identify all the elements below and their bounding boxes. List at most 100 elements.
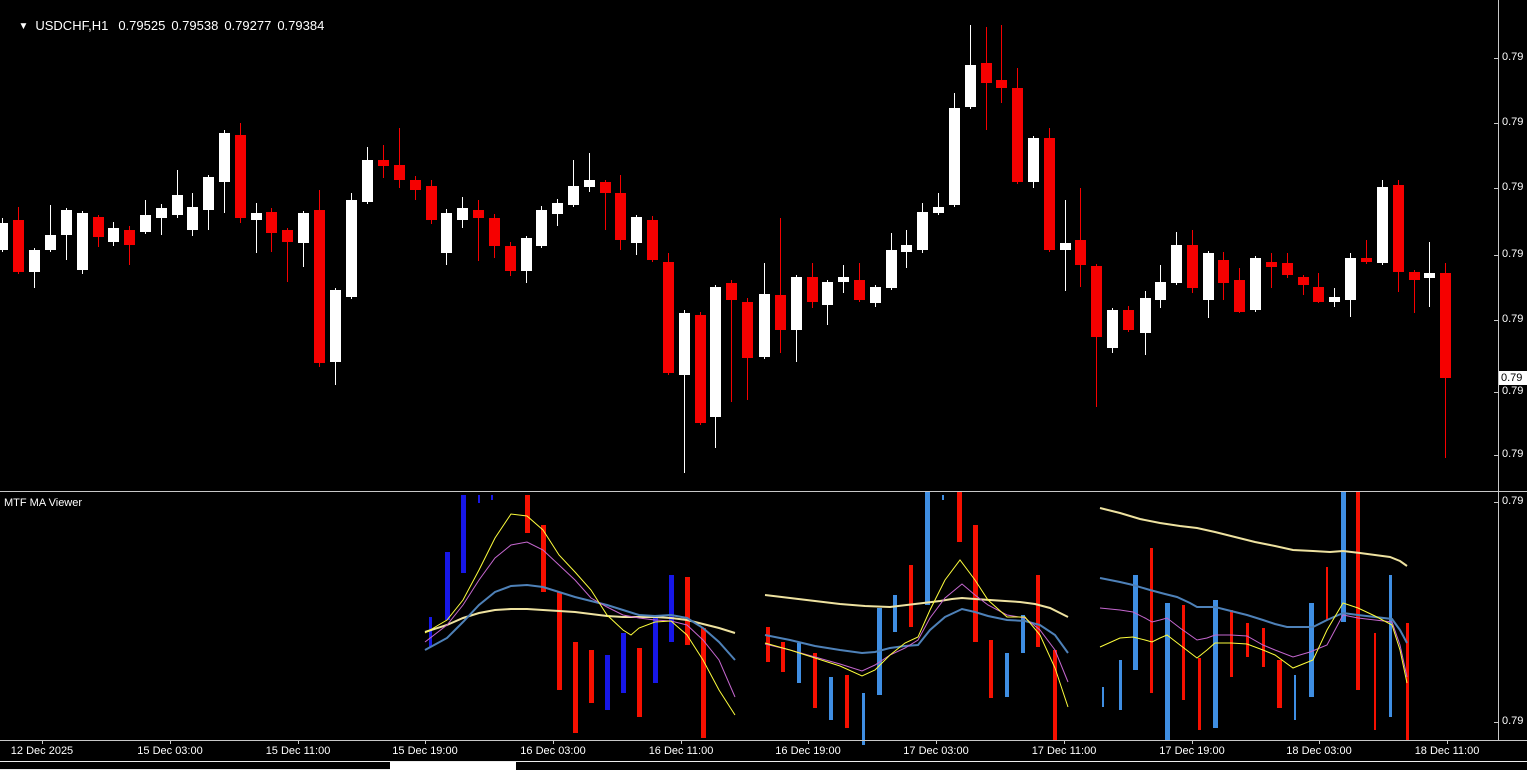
- candle-body: [1060, 243, 1071, 250]
- indicator-bar: [925, 492, 930, 605]
- candle-body: [457, 208, 468, 220]
- indicator-bar: [685, 577, 690, 645]
- price-axis-tick: [1494, 455, 1499, 456]
- candle-body: [1012, 88, 1023, 182]
- indicator-bar: [541, 525, 546, 592]
- time-axis-label: 18 Dec 11:00: [1414, 745, 1480, 757]
- time-axis-tick: [1064, 741, 1065, 744]
- indicator-price-tick: [1494, 722, 1499, 723]
- candle-body: [394, 165, 405, 180]
- candle-body: [807, 277, 818, 302]
- indicator-bar: [1102, 687, 1104, 707]
- price-axis-label: 0.79: [1502, 116, 1524, 128]
- candle-body: [441, 213, 452, 253]
- time-axis-label: 12 Dec 2025: [10, 745, 74, 757]
- indicator-bar: [525, 495, 530, 533]
- price-axis-tick: [1494, 320, 1499, 321]
- time-axis-tick: [808, 741, 809, 744]
- main-indicator-separator[interactable]: [0, 491, 1527, 492]
- candle-body: [901, 245, 912, 252]
- indicator-price-label: 0.79: [1502, 715, 1524, 727]
- indicator-bar: [1005, 653, 1009, 697]
- candle-body: [1298, 277, 1309, 285]
- indicator-bar: [1150, 548, 1153, 693]
- indicator-bar: [445, 552, 450, 620]
- indicator-bar: [701, 628, 706, 738]
- candle-body: [426, 186, 437, 220]
- indicator-bar: [845, 675, 849, 728]
- indicator-bar: [829, 677, 833, 720]
- indicator-price-tick: [1494, 502, 1499, 503]
- price-axis-tick: [1494, 392, 1499, 393]
- symbol-period-label: USDCHF,H1: [35, 18, 109, 33]
- candle-body: [108, 228, 119, 242]
- candle-body: [1107, 310, 1118, 348]
- price-axis-label: 0.79: [1502, 385, 1524, 397]
- indicator-bar: [478, 495, 480, 503]
- candle-body: [695, 315, 706, 423]
- time-axis-label: 15 Dec 19:00: [392, 745, 458, 757]
- indicator-bar: [862, 693, 865, 745]
- indicator-bar: [653, 618, 658, 683]
- candle-body: [1440, 273, 1451, 378]
- candle-body: [1155, 282, 1166, 300]
- candle-body: [1266, 262, 1277, 267]
- candle-body: [663, 262, 674, 373]
- price-axis-label: 0.79: [1502, 448, 1524, 460]
- indicator-bar: [1389, 575, 1392, 717]
- candle-body: [1250, 258, 1261, 310]
- indicator-bar: [1294, 675, 1296, 720]
- candle-body: [1282, 263, 1293, 275]
- candle-body: [140, 215, 151, 232]
- candle-body: [172, 195, 183, 215]
- symbol-dropdown-icon[interactable]: ▼: [18, 21, 29, 32]
- time-axis-label: 18 Dec 03:00: [1286, 745, 1352, 757]
- candle-body: [600, 182, 611, 193]
- candle-wick: [478, 200, 479, 261]
- time-axis-tick: [170, 741, 171, 744]
- candle-body: [1329, 297, 1340, 302]
- candle-body: [679, 313, 690, 375]
- candle-body: [61, 210, 72, 235]
- indicator-bar: [1165, 603, 1170, 740]
- time-axis-tick: [1192, 741, 1193, 744]
- candle-body: [996, 80, 1007, 88]
- candle-body: [1075, 240, 1086, 265]
- indicator-bar: [766, 627, 770, 662]
- candle-body: [536, 210, 547, 246]
- price-axis-label: 0.79: [1502, 181, 1524, 193]
- candle-body: [13, 220, 24, 272]
- time-axis-label: 17 Dec 11:00: [1031, 745, 1097, 757]
- candle-body: [584, 180, 595, 187]
- indicator-bar: [637, 648, 642, 717]
- candle-body: [1187, 245, 1198, 288]
- indicator-bar: [813, 653, 817, 708]
- scrollbar-thumb[interactable]: [390, 762, 516, 770]
- ohlc-open: 0.79525: [118, 18, 166, 33]
- time-axis-label: 15 Dec 11:00: [265, 745, 331, 757]
- indicator-bar: [557, 592, 562, 690]
- price-axis-tick: [1494, 255, 1499, 256]
- candle-body: [726, 283, 737, 300]
- candle-body: [45, 235, 56, 250]
- indicator-bar: [973, 525, 978, 642]
- indicator-bar: [1341, 492, 1346, 622]
- current-price-badge: 0.79: [1499, 371, 1527, 385]
- candle-body: [314, 210, 325, 363]
- indicator-bar: [1356, 492, 1360, 690]
- indicator-bar: [429, 617, 432, 647]
- candle-body: [917, 212, 928, 250]
- time-axis-tick: [425, 741, 426, 744]
- candle-body: [489, 218, 500, 246]
- candle-body: [505, 246, 516, 271]
- candle-wick: [731, 280, 732, 402]
- candle-wick: [684, 310, 685, 473]
- candle-body: [124, 230, 135, 245]
- indicator-bar: [1326, 567, 1328, 620]
- candle-body: [1393, 185, 1404, 272]
- time-axis-label: 17 Dec 03:00: [903, 745, 969, 757]
- candle-wick: [1414, 270, 1415, 313]
- candle-body: [949, 108, 960, 205]
